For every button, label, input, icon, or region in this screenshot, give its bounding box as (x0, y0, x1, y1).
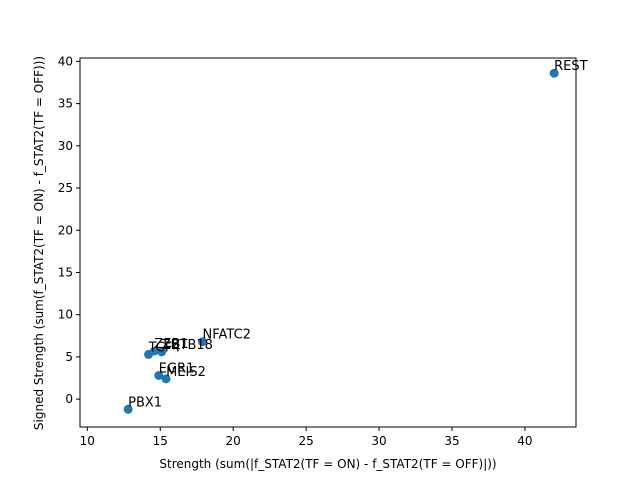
x-axis-ticks: 10 15 20 25 30 35 40 (80, 427, 533, 448)
data-point (549, 68, 559, 78)
point-label: NFATC2 (203, 328, 251, 343)
y-tick-label: 15 (58, 265, 73, 279)
y-tick-label: 10 (58, 308, 73, 322)
point-label: TCF4 (148, 340, 181, 355)
y-tick-label: 5 (65, 350, 73, 364)
y-tick-label: 0 (65, 392, 73, 406)
x-tick-label: 30 (371, 434, 386, 448)
y-axis-label: Signed Strength (sum(f_STAT2(TF = ON) - … (32, 56, 46, 430)
data-point (198, 337, 208, 347)
x-tick-label: 40 (517, 434, 532, 448)
x-tick-label: 15 (153, 434, 168, 448)
x-tick-label: 25 (298, 434, 313, 448)
y-tick-label: 40 (58, 54, 73, 68)
x-axis-label: Strength (sum(|f_STAT2(TF = ON) - f_STAT… (159, 457, 496, 471)
point-label: ZEB1 (154, 337, 188, 352)
data-point (123, 404, 133, 414)
y-tick-label: 20 (58, 223, 73, 237)
y-tick-label: 30 (58, 139, 73, 153)
point-label: REST (554, 59, 587, 74)
x-tick-label: 20 (226, 434, 241, 448)
y-axis-ticks: 0 5 10 15 20 25 30 35 40 (58, 54, 80, 406)
data-point (157, 347, 167, 357)
point-label: EGR1 (159, 361, 195, 376)
data-points (123, 68, 559, 414)
point-label: ZBTB18 (162, 338, 213, 353)
point-label: MEIS2 (166, 365, 206, 380)
plot-area-frame (79, 57, 577, 428)
point-label: PBX1 (128, 395, 162, 410)
data-point (161, 374, 171, 384)
data-point (144, 349, 154, 359)
x-tick-label: 10 (80, 434, 95, 448)
y-tick-label: 35 (58, 97, 73, 111)
y-tick-label: 25 (58, 181, 73, 195)
data-point (154, 370, 164, 380)
x-tick-label: 35 (444, 434, 459, 448)
